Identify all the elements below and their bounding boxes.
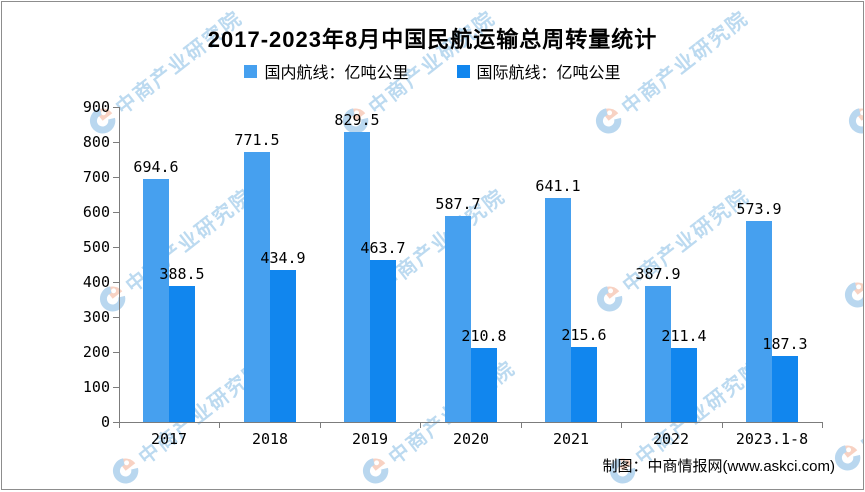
- bar-domestic-2022: [645, 286, 671, 422]
- y-axis-tick-label: 100: [82, 378, 110, 396]
- x-axis-category-label: 2023.1-8: [735, 430, 809, 448]
- x-axis-tick: [621, 422, 622, 428]
- x-axis-tick: [420, 422, 421, 428]
- x-axis-tick: [119, 422, 120, 428]
- y-axis-tick-label: 600: [82, 203, 110, 221]
- bar-international-2019: [370, 260, 396, 422]
- y-axis-tick: [113, 107, 119, 108]
- x-axis-category-label: 2020: [452, 430, 490, 448]
- bar-domestic-2019: [344, 132, 370, 422]
- x-axis-tick: [320, 422, 321, 428]
- x-axis-category-label: 2022: [652, 430, 690, 448]
- y-axis-tick-label: 0: [100, 413, 110, 431]
- x-axis-tick: [722, 422, 723, 428]
- bar-value-label-international-2023.1-8: 187.3: [762, 335, 808, 353]
- legend-swatch-international-icon: [456, 64, 470, 78]
- bar-international-2020: [471, 348, 497, 422]
- y-axis-tick: [113, 387, 119, 388]
- x-axis-category-label: 2019: [351, 430, 389, 448]
- bar-domestic-2023.1-8: [746, 221, 772, 422]
- bar-value-label-international-2022: 211.4: [661, 327, 707, 345]
- y-axis-tick: [113, 177, 119, 178]
- legend: 国内航线：亿吨公里 国际航线：亿吨公里: [2, 59, 863, 83]
- bar-international-2018: [270, 270, 296, 422]
- bar-value-label-international-2020: 210.8: [461, 327, 507, 345]
- x-axis-tick: [219, 422, 220, 428]
- x-axis-line: [119, 422, 823, 423]
- bar-domestic-2021: [545, 198, 571, 422]
- y-axis-tick: [113, 282, 119, 283]
- bar-value-label-international-2021: 215.6: [561, 326, 607, 344]
- bar-value-label-international-2017: 388.5: [159, 265, 205, 283]
- bar-value-label-domestic-2019: 829.5: [334, 111, 380, 129]
- x-axis-category-label: 2021: [552, 430, 590, 448]
- bar-domestic-2018: [244, 152, 270, 422]
- y-axis-tick: [113, 247, 119, 248]
- bar-international-2022: [671, 348, 697, 422]
- x-axis-category-label: 2018: [251, 430, 289, 448]
- watermark-text: 中商产业研究院: [863, 176, 864, 294]
- bar-value-label-international-2019: 463.7: [360, 239, 406, 257]
- bar-international-2021: [571, 347, 597, 422]
- chart-title: 2017-2023年8月中国民航运输总周转量统计: [207, 27, 658, 52]
- x-axis-category-label: 2017: [150, 430, 188, 448]
- y-axis-tick-label: 300: [82, 308, 110, 326]
- bar-value-label-domestic-2023.1-8: 573.9: [736, 200, 782, 218]
- y-axis-tick-label: 400: [82, 273, 110, 291]
- bar-value-label-international-2018: 434.9: [260, 249, 306, 267]
- y-axis-tick: [113, 317, 119, 318]
- y-axis-tick-label: 500: [82, 238, 110, 256]
- bar-value-label-domestic-2018: 771.5: [234, 131, 280, 149]
- bar-international-2017: [169, 286, 195, 422]
- legend-item-international: 国际航线：亿吨公里: [456, 59, 621, 83]
- legend-item-domestic: 国内航线：亿吨公里: [244, 59, 409, 83]
- y-axis-tick: [113, 212, 119, 213]
- x-axis-tick: [822, 422, 823, 428]
- y-axis-tick-label: 700: [82, 168, 110, 186]
- bar-value-label-domestic-2021: 641.1: [535, 177, 581, 195]
- credit-text: 制图：中商情报网(www.askci.com): [602, 458, 835, 475]
- legend-swatch-domestic-icon: [244, 64, 258, 78]
- y-axis-tick-label: 900: [82, 98, 110, 116]
- y-axis-tick-label: 800: [82, 133, 110, 151]
- bar-domestic-2020: [445, 216, 471, 422]
- bar-value-label-domestic-2022: 387.9: [635, 265, 681, 283]
- bar-value-label-domestic-2017: 694.6: [133, 158, 179, 176]
- y-axis-tick: [113, 352, 119, 353]
- y-axis-line: [119, 107, 120, 423]
- legend-label-domestic: 国内航线：亿吨公里: [264, 65, 409, 82]
- legend-label-international: 国际航线：亿吨公里: [476, 65, 621, 82]
- bar-international-2023.1-8: [772, 356, 798, 422]
- bar-domestic-2017: [143, 179, 169, 422]
- y-axis-tick-label: 200: [82, 343, 110, 361]
- x-axis-tick: [521, 422, 522, 428]
- bar-value-label-domestic-2020: 587.7: [435, 195, 481, 213]
- y-axis-tick: [113, 142, 119, 143]
- y-axis-tick: [113, 422, 119, 423]
